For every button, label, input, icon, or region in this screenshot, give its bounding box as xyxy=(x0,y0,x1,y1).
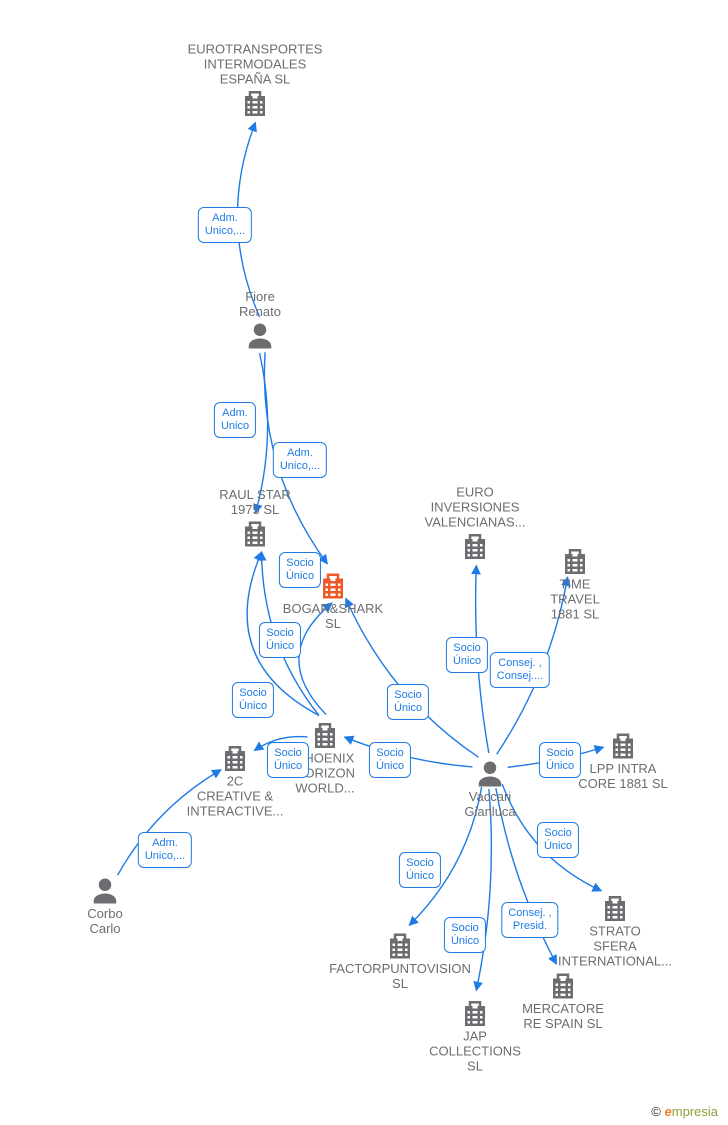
node-label: FioreRenato xyxy=(180,289,340,319)
company-node-timetravel: TIMETRAVEL1881 SL xyxy=(495,545,655,622)
edge-label: SocioÚnico xyxy=(259,622,301,658)
person-icon xyxy=(180,321,340,351)
company-node-eurotransportes: EUROTRANSPORTESINTERMODALESESPAÑA SL xyxy=(175,42,335,119)
edge-label: SocioÚnico xyxy=(539,742,581,778)
edge-label: SocioÚnico xyxy=(369,742,411,778)
edge-label: Consej. ,Consej.... xyxy=(490,652,550,688)
edge-label: SocioÚnico xyxy=(279,552,321,588)
edge-label: Adm.Unico xyxy=(214,402,256,438)
edge-label: SocioÚnico xyxy=(446,637,488,673)
edge-label: Adm.Unico,... xyxy=(138,832,192,868)
building-icon xyxy=(495,547,655,577)
node-label: TIMETRAVEL1881 SL xyxy=(495,577,655,622)
person-node-fiore: FioreRenato xyxy=(180,289,340,351)
edge-label: SocioÚnico xyxy=(537,822,579,858)
building-icon xyxy=(175,519,335,549)
building-icon xyxy=(483,971,643,1001)
edge-label: Consej. ,Presid. xyxy=(501,902,558,938)
building-icon xyxy=(175,89,335,119)
edge-label: SocioÚnico xyxy=(399,852,441,888)
edge-label: Adm.Unico,... xyxy=(273,442,327,478)
node-label: CorboCarlo xyxy=(25,906,185,936)
brand-e: e xyxy=(665,1104,672,1119)
company-node-strato: STRATOSFERAINTERNATIONAL... xyxy=(535,892,695,969)
person-node-corbo: CorboCarlo xyxy=(25,874,185,936)
edge-label: SocioÚnico xyxy=(444,917,486,953)
edge-label: SocioÚnico xyxy=(387,684,429,720)
brand-rest: mpresia xyxy=(672,1104,718,1119)
attribution: © empresia xyxy=(651,1104,718,1119)
building-icon xyxy=(253,571,413,601)
node-label: MERCATORERE SPAIN SL xyxy=(483,1001,643,1031)
edge-label: SocioÚnico xyxy=(232,682,274,718)
node-label: EUROTRANSPORTESINTERMODALESESPAÑA SL xyxy=(175,42,335,87)
edge-label: SocioÚnico xyxy=(267,742,309,778)
person-icon xyxy=(25,876,185,906)
node-label: STRATOSFERAINTERNATIONAL... xyxy=(535,924,695,969)
company-node-mercatore: MERCATORERE SPAIN SL xyxy=(483,969,643,1031)
copyright-symbol: © xyxy=(651,1104,661,1119)
network-diagram: EUROTRANSPORTESINTERMODALESESPAÑA SL Fior… xyxy=(0,0,728,1125)
node-label: RAUL STAR1975 SL xyxy=(175,487,335,517)
building-icon xyxy=(535,894,695,924)
company-node-raulstar: RAUL STAR1975 SL xyxy=(175,487,335,549)
node-label: JAPCOLLECTIONSSL xyxy=(395,1029,555,1074)
node-label: 2CCREATIVE &INTERACTIVE... xyxy=(155,774,315,819)
node-label: FACTORPUNTOVISIONSL xyxy=(320,961,480,991)
edge-label: Adm.Unico,... xyxy=(198,207,252,243)
node-label: VaccariGianluca xyxy=(410,789,570,819)
node-label: EUROINVERSIONESVALENCIANAS... xyxy=(395,485,555,530)
